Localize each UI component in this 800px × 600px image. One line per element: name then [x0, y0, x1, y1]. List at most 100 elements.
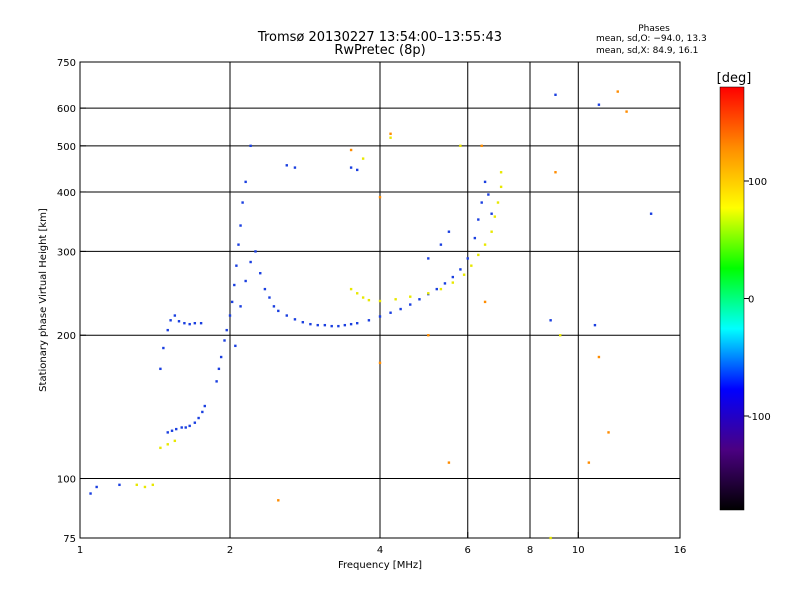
colorbar-tick-label: 0: [748, 295, 754, 306]
y-axis-label: Stationary phase Virtual Height [km]: [38, 208, 49, 392]
data-point: [249, 144, 252, 148]
y-tick-label: 75: [63, 534, 76, 545]
data-point: [118, 483, 121, 487]
x-tick-label: 1: [77, 545, 83, 556]
data-point: [496, 201, 500, 204]
x-tick-label: 2: [227, 545, 233, 556]
data-point: [170, 429, 174, 432]
data-point: [183, 321, 186, 325]
data-point: [473, 236, 477, 240]
data-point: [173, 439, 177, 443]
data-point: [215, 380, 218, 383]
data-point: [616, 90, 619, 93]
data-point: [499, 171, 503, 174]
data-point: [399, 307, 402, 311]
data-point: [293, 318, 297, 321]
data-point: [409, 295, 412, 298]
data-point: [470, 264, 473, 267]
data-point: [443, 282, 447, 285]
data-point: [323, 323, 327, 327]
data-point: [349, 148, 353, 152]
data-point: [184, 426, 187, 429]
data-point: [480, 144, 483, 148]
data-point: [166, 431, 169, 434]
data-point: [649, 212, 653, 215]
data-point: [162, 346, 165, 350]
data-point: [239, 305, 242, 308]
data-point: [277, 309, 280, 313]
data-point: [330, 324, 333, 328]
data-point: [389, 136, 392, 139]
phase-stats-o-line: mean, sd,O: −94.0, 13.3: [596, 34, 707, 44]
data-point: [389, 132, 392, 135]
data-point: [203, 404, 206, 408]
data-point: [459, 144, 462, 148]
data-point: [427, 257, 430, 260]
phase-stats-heading: Phases: [638, 24, 670, 34]
data-point: [199, 321, 203, 325]
data-point: [447, 461, 451, 464]
data-point: [389, 311, 392, 314]
data-point: [378, 315, 382, 318]
data-point: [285, 314, 288, 317]
data-point: [493, 215, 497, 218]
data-point: [378, 195, 382, 199]
data-point: [378, 361, 382, 365]
data-point: [244, 180, 247, 184]
data-point: [237, 243, 240, 246]
data-point: [490, 230, 493, 233]
y-tick-label: 100: [57, 475, 76, 486]
data-point: [254, 250, 257, 253]
data-point: [439, 243, 443, 246]
data-point: [249, 260, 252, 264]
data-point: [230, 300, 234, 304]
colorbar-label: [deg]: [717, 71, 752, 86]
data-point: [451, 281, 455, 284]
data-point: [394, 298, 397, 301]
data-point: [219, 355, 223, 359]
data-point: [159, 367, 162, 371]
x-tick-label: 6: [465, 545, 471, 556]
data-point: [201, 410, 204, 414]
data-point: [554, 93, 557, 96]
y-tick-label: 500: [57, 142, 76, 153]
data-point: [409, 303, 412, 306]
data-point: [241, 201, 244, 204]
data-point: [177, 320, 181, 323]
data-point: [349, 322, 353, 326]
data-point: [166, 328, 169, 332]
data-point: [89, 492, 92, 495]
data-point: [367, 319, 371, 322]
data-point: [343, 323, 347, 327]
data-point: [239, 224, 242, 227]
data-point: [490, 212, 493, 215]
data-point: [225, 328, 228, 332]
grid-lines: [80, 62, 680, 538]
data-point: [499, 185, 503, 189]
data-point: [217, 367, 221, 371]
data-point: [188, 424, 191, 428]
data-point: [355, 168, 359, 172]
data-point: [173, 314, 177, 317]
y-tick-label: 300: [57, 247, 76, 258]
data-point: [447, 230, 451, 233]
data-point: [349, 287, 353, 291]
data-point: [559, 334, 562, 337]
data-point: [487, 193, 490, 196]
x-tick-label: 8: [527, 545, 533, 556]
data-point: [361, 157, 365, 160]
data-point: [259, 272, 262, 275]
data-point: [316, 323, 319, 327]
data-point: [477, 218, 480, 221]
x-tick-label: 10: [572, 545, 585, 556]
data-point: [234, 344, 237, 348]
data-point: [483, 243, 487, 246]
data-point: [361, 296, 365, 299]
x-tick-label: 16: [674, 545, 687, 556]
data-point: [480, 201, 483, 204]
colorbar-tick-label: 100: [748, 177, 767, 188]
y-tick-label: 750: [57, 58, 76, 69]
data-point: [166, 443, 169, 446]
data-point: [309, 322, 312, 326]
